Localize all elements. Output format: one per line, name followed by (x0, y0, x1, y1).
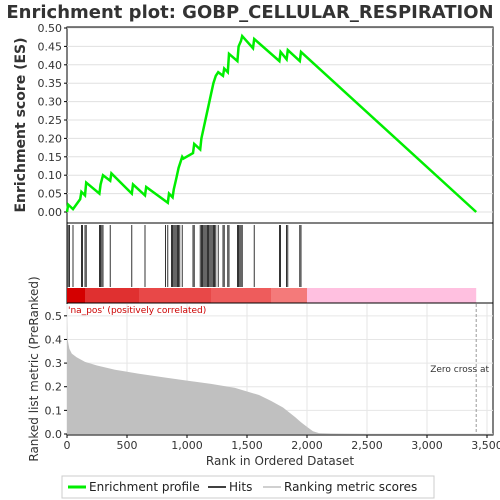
zero-cross-label: Zero cross at (430, 365, 489, 375)
es-y-tick-label: 0.15 (38, 151, 63, 164)
es-y-tick-label: 0.05 (38, 188, 63, 201)
hits-panel (66, 222, 494, 304)
ranking-color-strip (67, 288, 477, 303)
ranking-metric-area (67, 315, 477, 434)
es-y-tick-label: 0.45 (38, 40, 63, 53)
metric-y-tick-label: 0.1 (45, 404, 63, 417)
x-axis-label: Rank in Ordered Dataset (206, 454, 354, 468)
enrichment-profile-line (65, 33, 478, 213)
es-y-tick-label: 0.40 (38, 59, 63, 72)
hit-lines (67, 225, 302, 287)
es-y-tick-label: 0.10 (38, 169, 63, 182)
legend-label-ranking-metric: Ranking metric scores (284, 480, 417, 494)
es-y-ticks: 0.00 0.05 0.10 0.15 0.20 0.25 0.30 0.35 0.40 0.45… (38, 22, 67, 219)
x-tick-label: 1,000 (171, 439, 203, 452)
es-grid (67, 27, 493, 213)
es-y-tick-label: 0.30 (38, 96, 63, 109)
metric-panel: 0.0 0.1 0.2 0.3 0.4 0.5 0 500 1,000 1,500 2,000 2,… (27, 276, 500, 468)
es-y-tick-label: 0.50 (38, 22, 63, 35)
metric-y-tick-label: 0.2 (45, 381, 63, 394)
metric-y-tick-label: 0.5 (45, 310, 63, 323)
x-tick-label: 2,000 (291, 439, 323, 452)
strip-positive-segment (67, 288, 85, 303)
es-y-tick-label: 0.25 (38, 114, 63, 127)
metric-y-ticks: 0.0 0.1 0.2 0.3 0.4 0.5 (45, 310, 67, 441)
x-tick-label: 500 (117, 439, 138, 452)
strip-positive-segment (271, 288, 307, 303)
strip-positive-segment (211, 288, 271, 303)
metric-x-ticks: 0 500 1,000 1,500 2,000 2,500 3,000 3,500 (64, 435, 500, 452)
metric-y-tick-label: 0.4 (45, 333, 63, 346)
legend: Enrichment profile Hits Ranking metric s… (61, 475, 435, 499)
positive-correlation-label: 'na_pos' (positively correlated) (68, 306, 206, 316)
es-y-tick-label: 0.20 (38, 132, 63, 145)
chart-title: Enrichment plot: GOBP_CELLULAR_RESPIRATI… (6, 2, 493, 23)
legend-label-hits: Hits (229, 480, 252, 494)
metric-y-axis-label: Ranked list metric (PreRanked) (27, 276, 41, 461)
x-tick-label: 3,000 (411, 439, 443, 452)
strip-positive-segment (85, 288, 139, 303)
strip-neutral-segment (307, 288, 477, 303)
metric-y-tick-label: 0.0 (45, 428, 63, 441)
legend-label-enrichment-profile: Enrichment profile (89, 480, 200, 494)
strip-positive-segment (139, 288, 211, 303)
es-y-axis-label: Enrichment score (ES) (13, 37, 29, 212)
x-tick-label: 3,500 (471, 439, 500, 452)
es-y-tick-label: 0.35 (38, 77, 63, 90)
es-y-tick-label: 0.00 (38, 206, 63, 219)
legend-box (61, 475, 435, 499)
metric-y-tick-label: 0.3 (45, 357, 63, 370)
x-tick-label: 0 (64, 439, 71, 452)
es-panel: 0.00 0.05 0.10 0.15 0.20 0.25 0.30 0.35 0.40 0.45… (13, 22, 494, 224)
x-tick-label: 1,500 (231, 439, 263, 452)
x-tick-label: 2,500 (351, 439, 383, 452)
